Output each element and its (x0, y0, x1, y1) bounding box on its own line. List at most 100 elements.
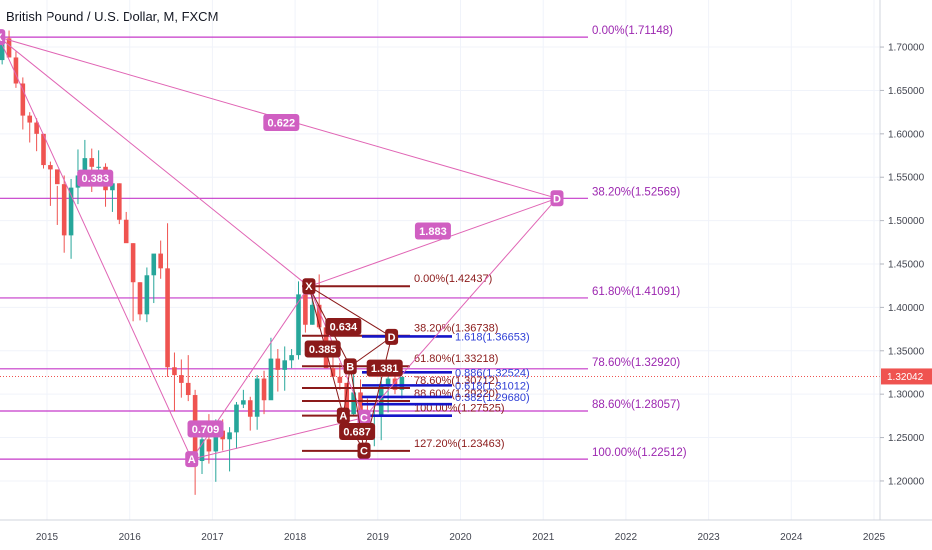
large-pattern-leg (308, 197, 558, 288)
candle-body (247, 400, 253, 417)
price-tick-label: 1.25000 (888, 433, 925, 444)
small-pattern-ratio-badge (339, 422, 376, 440)
fib-small-levels: 0.00%(1.42437) 38.20%(1.36738) 61.80%(1.33… (302, 273, 505, 452)
candle-body (144, 275, 150, 315)
large-pattern-point-label: C (360, 413, 368, 425)
large-pattern-point-marker (550, 190, 564, 207)
candle-body (20, 83, 26, 116)
candle-body (275, 358, 281, 370)
candle-body (206, 439, 212, 452)
candle-body (296, 294, 301, 356)
candle-body (241, 400, 246, 405)
small-pattern-leg (342, 366, 351, 416)
small-pattern-leg (308, 285, 392, 338)
fib-large-label: 38.20%(1.52569) (592, 186, 680, 198)
year-tick-label: 2021 (532, 532, 555, 543)
large-pattern-point-label: A (188, 454, 196, 466)
candle-body (96, 166, 101, 168)
year-tick-label: 2022 (615, 532, 638, 543)
small-pattern-point-label: C (360, 446, 368, 458)
year-tick-label: 2018 (284, 532, 307, 543)
fib-small-label: 78.60%(1.30712) (414, 375, 498, 387)
year-tick-label: 2023 (697, 532, 720, 543)
candle-body (123, 219, 129, 244)
large-pattern-point-marker (185, 451, 199, 468)
candle-body (165, 268, 170, 368)
candle-body (199, 439, 205, 461)
candle-body (303, 294, 308, 325)
large-pattern-leg (363, 197, 558, 418)
fib-large-label: 61.80%(1.41091) (592, 286, 680, 298)
large-pattern-ratio-label: 0.709 (192, 424, 220, 436)
small-pattern-ratio-label: 0.634 (330, 321, 358, 333)
small-pattern-ratio-label: 1.381 (371, 363, 399, 375)
candle-body (289, 355, 294, 361)
candle-body (27, 115, 33, 123)
chart-title: British Pound / U.S. Dollar, M, FXCM (6, 9, 219, 24)
price-tick-label: 1.50000 (888, 216, 925, 227)
time-axis[interactable]: 2015 2016 2017 2018 2019 2020 2021 2022 2023 2024… (0, 519, 932, 550)
year-tick-label: 2020 (449, 532, 472, 543)
large-pattern-ratio-label: 1.883 (419, 226, 447, 238)
small-pattern-ratio-badge (325, 317, 362, 335)
candle-body (399, 376, 405, 390)
blue-level-label: 0.382(1.29680) (455, 392, 530, 404)
small-pattern-point-label: A (339, 411, 347, 423)
candle-body (117, 183, 122, 220)
pattern-small: X A B C D 0.634 0.385 1.381 0.687 (302, 278, 403, 459)
candle-body (385, 378, 391, 385)
small-pattern-ratio-badge (366, 359, 403, 377)
candle-body (330, 368, 336, 377)
large-pattern-point-marker (0, 29, 6, 46)
large-pattern-leg (0, 37, 310, 287)
candle-body (137, 282, 143, 315)
year-tick-label: 2025 (863, 532, 886, 543)
price-tick-label: 1.30000 (888, 390, 925, 401)
candle-body (41, 133, 46, 166)
fib-large-label: 78.60%(1.32920) (592, 357, 680, 369)
large-pattern-ratio-badge (414, 222, 451, 240)
large-pattern-point-marker (357, 409, 371, 426)
small-pattern-point-label: B (346, 361, 354, 373)
large-pattern-leg (0, 38, 193, 460)
price-tick-label: 1.20000 (888, 476, 925, 487)
candle-body (110, 183, 115, 191)
candle-body (234, 404, 239, 433)
year-tick-label: 2016 (119, 532, 142, 543)
candle-body (254, 378, 260, 417)
candle-body (261, 378, 267, 401)
blue-level-label: 0.886(1.32524) (455, 367, 530, 379)
candle-body (227, 432, 232, 440)
time-axis-bg (0, 520, 932, 550)
candle-body (6, 38, 12, 58)
candle-body (82, 158, 88, 176)
grid-lines (0, 0, 880, 520)
candle-body (337, 376, 343, 383)
fib-large-levels: 0.00%(1.71148) 38.20%(1.52569) 61.80%(1.41… (0, 25, 687, 460)
small-pattern-point-marker (302, 278, 316, 295)
price-tick-label: 1.40000 (888, 303, 925, 314)
large-pattern-point-label: X (0, 32, 3, 44)
price-tick-label: 1.55000 (888, 173, 925, 184)
candle-body (344, 382, 350, 415)
fib-small-label: 100.00%(1.27525) (414, 403, 505, 415)
candle-body (48, 165, 53, 170)
price-axis-bg (880, 0, 932, 520)
candle-body (54, 169, 60, 185)
large-pattern-leg (191, 417, 365, 460)
small-pattern-point-marker (336, 407, 350, 424)
price-axis[interactable]: 1.70000 1.65000 1.60000 1.55000 1.50000 1.450… (879, 0, 932, 520)
large-pattern-ratio-badge (77, 169, 114, 187)
candle-body (185, 382, 191, 396)
candle-body (158, 253, 163, 269)
candle-body (89, 158, 95, 167)
year-tick-label: 2024 (780, 532, 803, 543)
small-pattern-point-marker (357, 442, 371, 459)
candle-body (309, 304, 315, 325)
candle-body (13, 57, 19, 84)
fib-small-label: 61.80%(1.33218) (414, 353, 498, 365)
current-price-label: 1.32042 (887, 372, 924, 383)
candle-body (68, 187, 74, 236)
large-pattern-ratio-badge (187, 420, 224, 438)
